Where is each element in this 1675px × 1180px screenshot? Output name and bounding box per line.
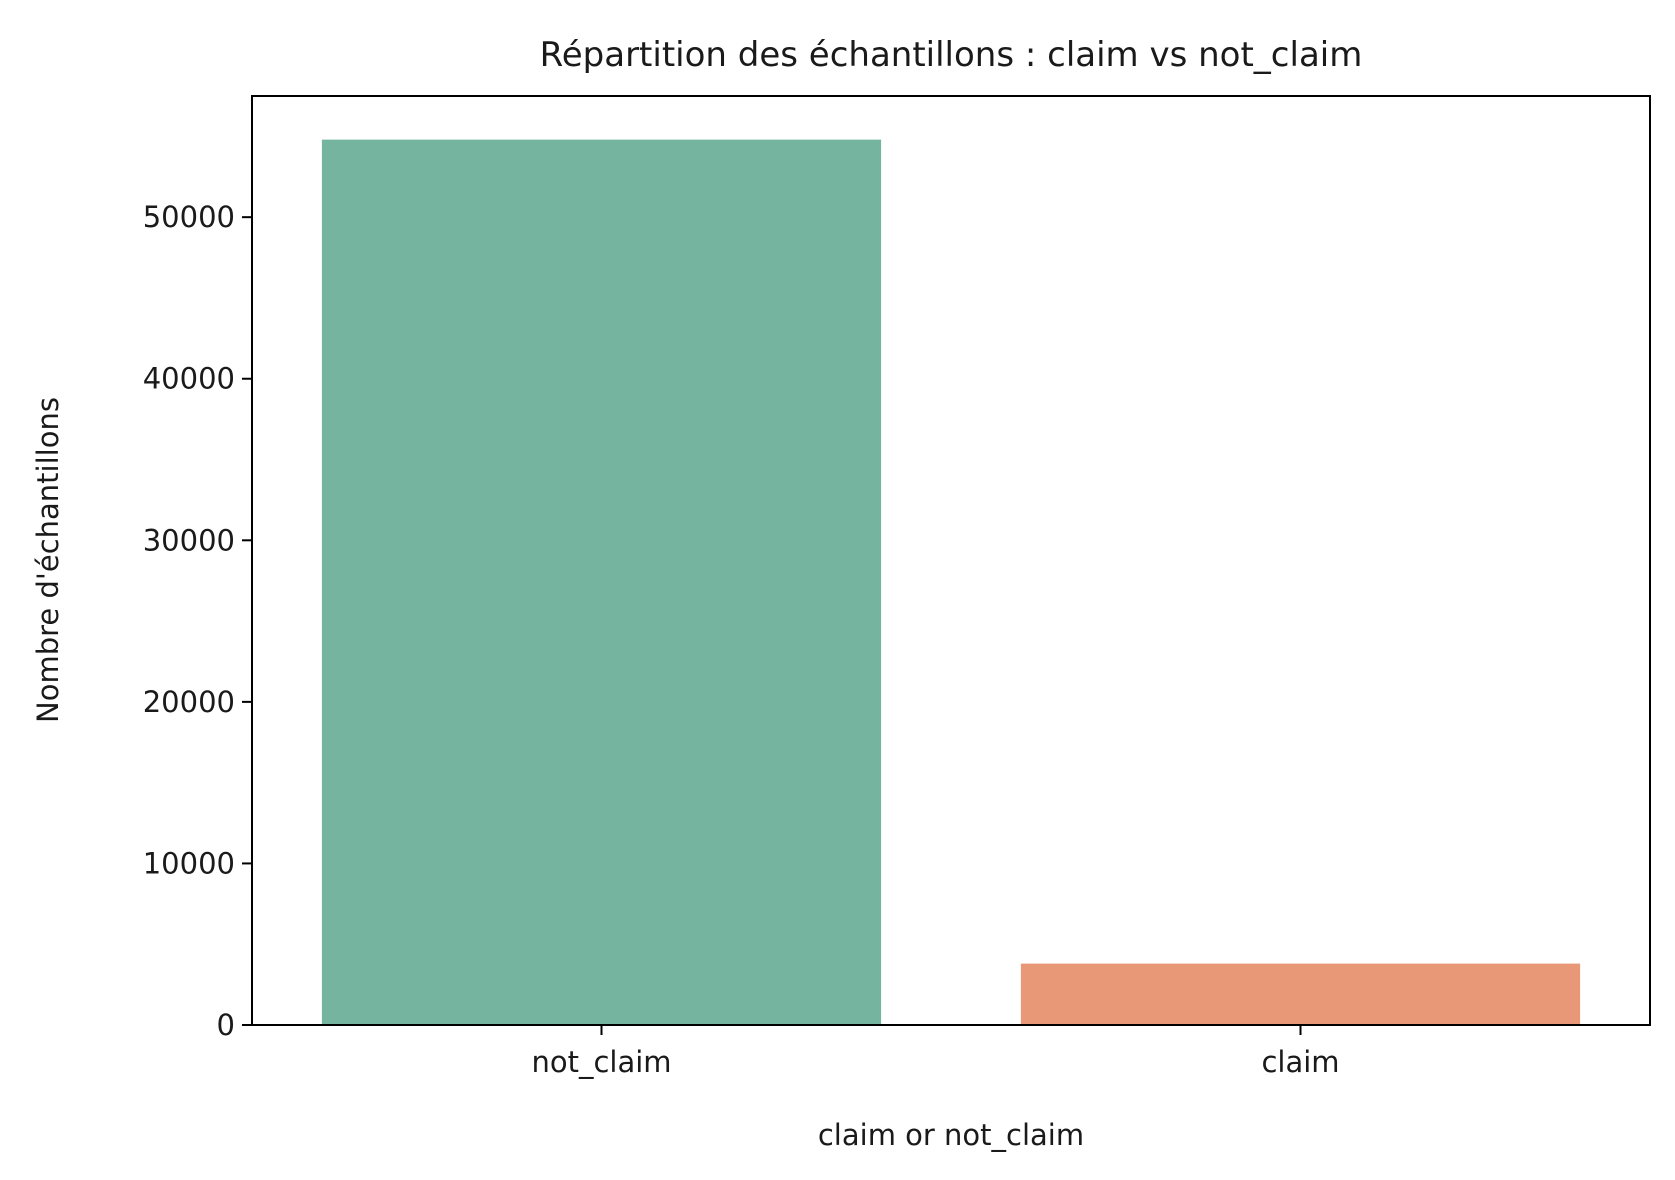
bar-claim: [1020, 963, 1581, 1025]
y-tick-label: 0: [217, 1008, 235, 1042]
y-tick-label: 40000: [143, 362, 235, 396]
chart-title: Répartition des échantillons : claim vs …: [540, 35, 1363, 75]
bar-not-claim: [321, 139, 882, 1025]
ticks-layer: not_claim claim 0 10000 20000 30000 40000 50000: [143, 200, 1340, 1079]
y-tick-label: 10000: [143, 846, 235, 880]
x-tick-label: not_claim: [531, 1045, 671, 1079]
x-tick-label: claim: [1261, 1045, 1339, 1079]
x-axis-label: claim or not_claim: [818, 1118, 1084, 1152]
y-tick-label: 30000: [143, 523, 235, 557]
y-tick-label: 50000: [143, 200, 235, 234]
y-tick-label: 20000: [143, 685, 235, 719]
plot-frame: [251, 95, 1651, 1026]
y-axis-label: Nombre d'échantillons: [31, 397, 65, 723]
bars-layer: [321, 139, 1581, 1025]
